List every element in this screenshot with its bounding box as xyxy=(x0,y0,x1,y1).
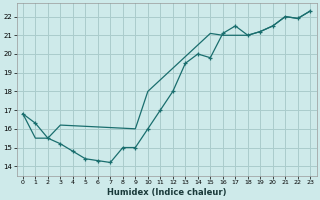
X-axis label: Humidex (Indice chaleur): Humidex (Indice chaleur) xyxy=(107,188,226,197)
